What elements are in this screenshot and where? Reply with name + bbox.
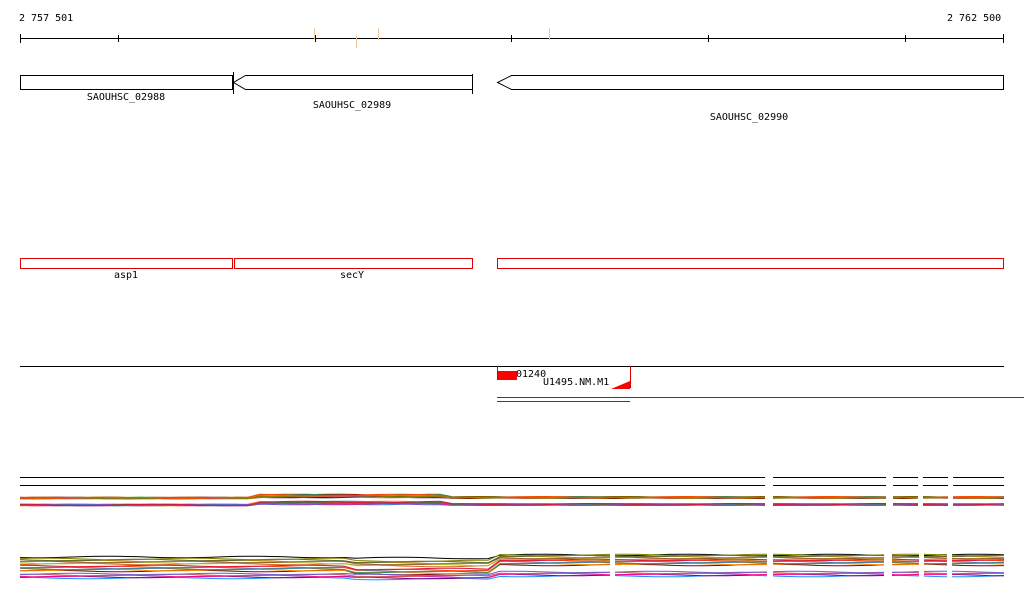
- gene-arrow-saouhsc-02988[interactable]: [20, 75, 233, 90]
- ruler-end-label: 2 762 500: [947, 13, 1002, 24]
- gene-label-saouhsc-02989: SAOUHSC_02989: [312, 100, 392, 111]
- gene-name-box-asp1[interactable]: [20, 258, 233, 269]
- track-gaps: [610, 475, 953, 583]
- expression-line: [19, 570, 1005, 577]
- expression-line: [19, 500, 1005, 507]
- expression-line: [19, 553, 1005, 563]
- gene-name-label-asp1: asp1: [113, 270, 139, 281]
- feature-region[interactable]: [497, 366, 1024, 402]
- gene-name-box-secY[interactable]: [234, 258, 473, 269]
- expression-line: [19, 558, 1005, 571]
- expression-track-1: [19, 477, 1005, 507]
- gene-label-saouhsc-02988: SAOUHSC_02988: [86, 92, 166, 103]
- gene-arrow-saouhsc-02990[interactable]: [496, 75, 1004, 90]
- gene-arrow-saouhsc-02989[interactable]: [232, 72, 473, 94]
- ruler-start-label: 2 757 501: [19, 13, 74, 24]
- gene-label-saouhsc-02990: SAOUHSC_02990: [709, 112, 789, 123]
- gene-name-label-secY: secY: [339, 270, 365, 281]
- expression-track-2: [19, 553, 1005, 581]
- expression-line: [19, 574, 1005, 581]
- feature-label-b: U1495.NM.M1: [543, 377, 610, 388]
- feature-label-a: 01240: [516, 369, 547, 380]
- gene-name-box-third[interactable]: [497, 258, 1004, 269]
- ruler-track: [20, 28, 1004, 48]
- expression-line: [19, 494, 1005, 500]
